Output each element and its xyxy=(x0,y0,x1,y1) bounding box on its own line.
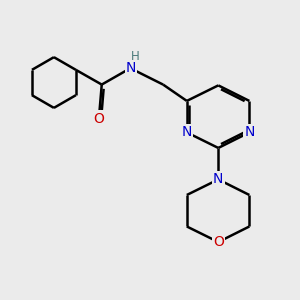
Text: H: H xyxy=(131,50,140,63)
Text: N: N xyxy=(213,172,224,186)
Text: N: N xyxy=(126,61,136,75)
Text: N: N xyxy=(244,125,255,140)
Text: O: O xyxy=(213,235,224,249)
Text: O: O xyxy=(93,112,104,125)
Text: N: N xyxy=(182,125,192,140)
